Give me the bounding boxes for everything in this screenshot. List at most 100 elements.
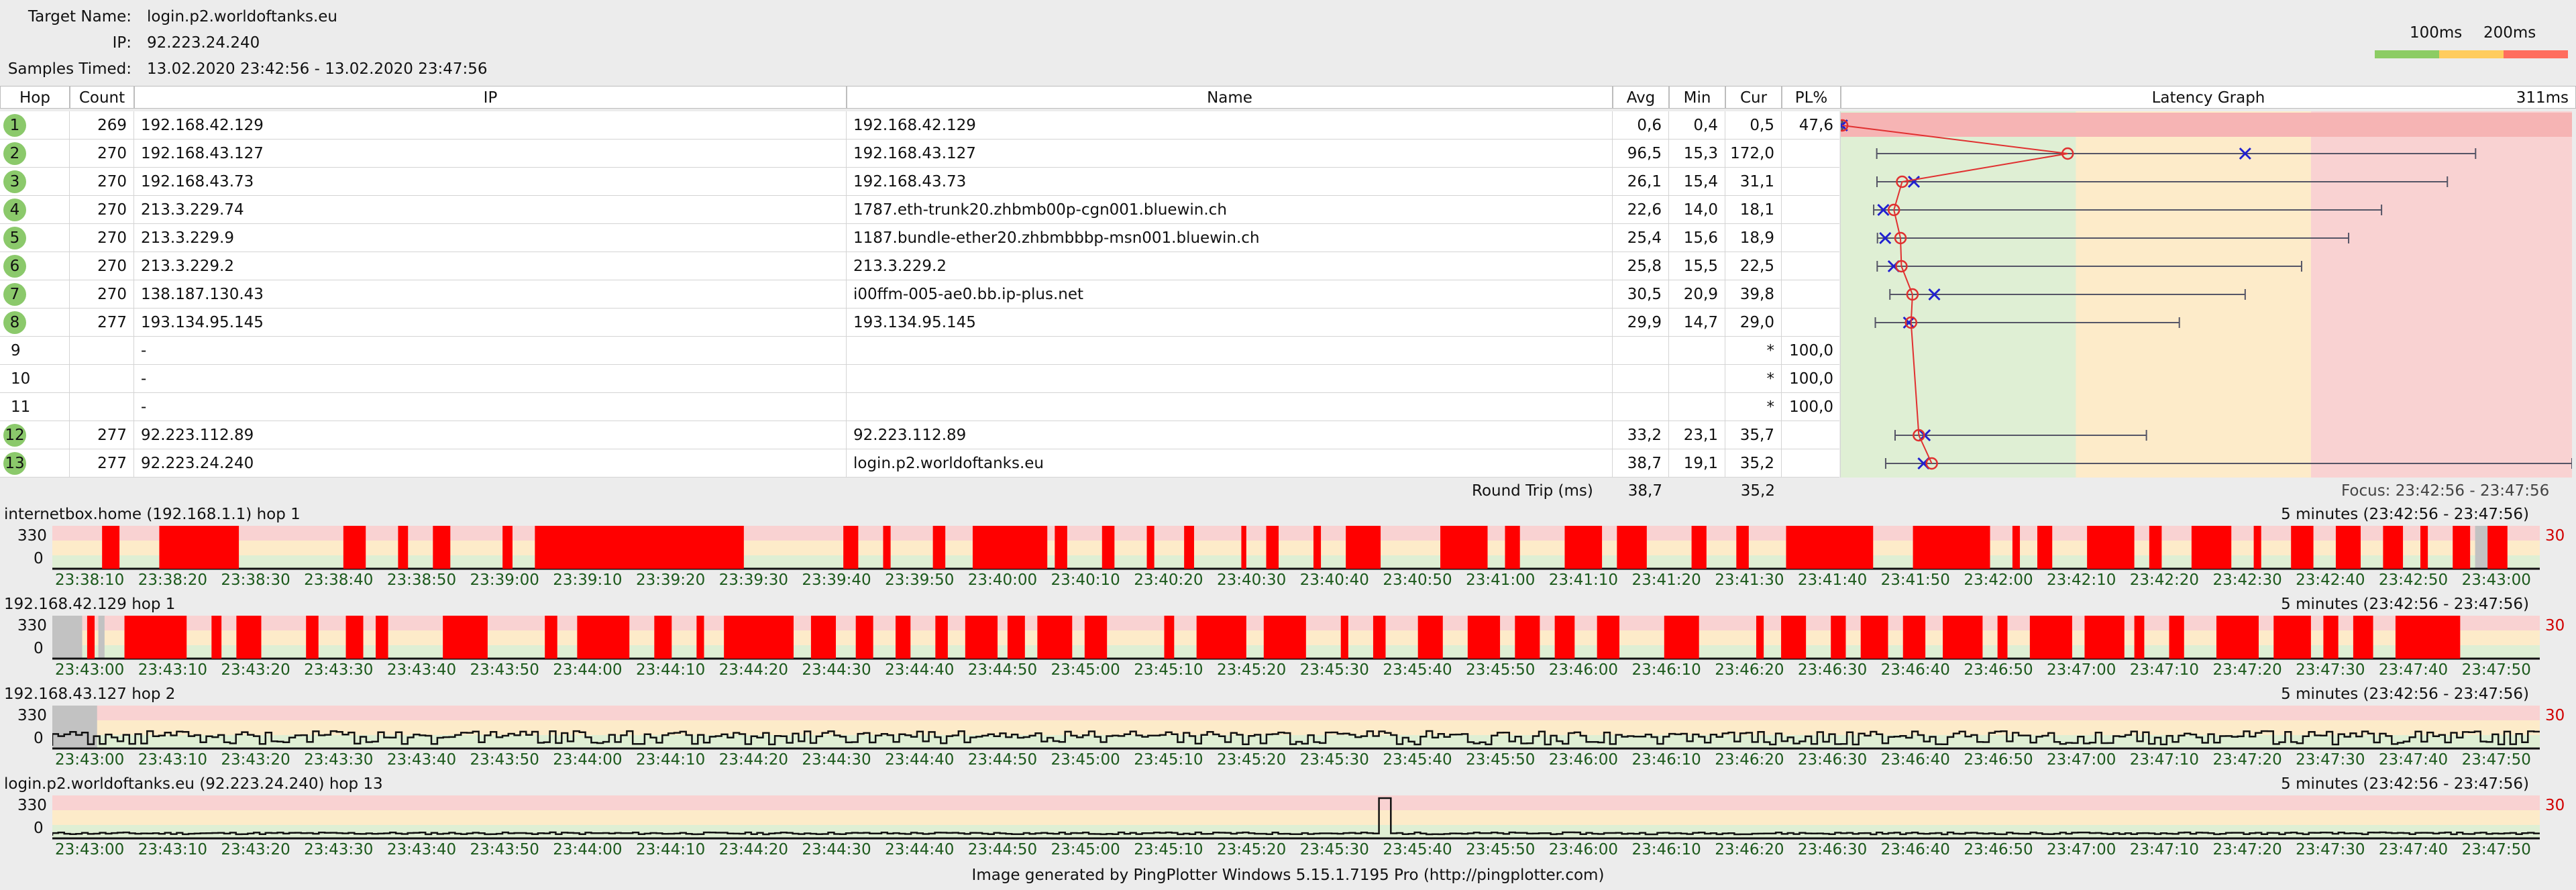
col-count[interactable]: Count (70, 86, 134, 109)
timeline-title: login.p2.worldoftanks.eu (92.223.24.240)… (4, 775, 383, 793)
band-yellow (52, 541, 2540, 555)
table-row[interactable]: 7 270 138.187.130.43 i00ffm-005-ae0.bb.ip-p… (0, 280, 1841, 309)
table-row[interactable]: 13 277 92.223.24.240 login.p2.worldoftanks.… (0, 449, 1841, 478)
time-tick-label: 23:44:50 (967, 661, 1038, 679)
hop-number: 1 (3, 114, 26, 137)
cell-min: 15,3 (1669, 140, 1725, 168)
table-row[interactable]: 2 270 192.168.43.127 192.168.43.127 96,5 15,3… (0, 140, 1841, 168)
packet-loss-bar (1164, 616, 1175, 659)
packet-loss-bar (2395, 616, 2461, 659)
cell-ip: 213.3.229.9 (134, 224, 847, 252)
packet-loss-bar (376, 616, 388, 659)
col-avg[interactable]: Avg (1613, 86, 1669, 109)
time-tick-label: 23:43:00 (55, 661, 125, 679)
col-name[interactable]: Name (847, 86, 1613, 109)
cell-name: 1787.eth-trunk20.zhbmb00p-cgn001.bluewin… (847, 196, 1613, 224)
timeline-title: internetbox.home (192.168.1.1) hop 1 (4, 506, 301, 523)
time-tick-label: 23:39:20 (635, 571, 706, 589)
focus-range[interactable]: Focus: 23:42:56 - 23:47:56 (2341, 482, 2550, 500)
band-yellow (52, 720, 2540, 735)
packet-loss-bar (345, 616, 364, 659)
time-tick-label: 23:44:20 (718, 661, 788, 679)
time-tick-label: 23:47:50 (2461, 751, 2531, 769)
time-tick-label: 23:45:00 (1051, 841, 1120, 858)
time-tick-label: 23:47:20 (2212, 661, 2282, 679)
cell-name (847, 365, 1613, 393)
hop-number: 8 (3, 311, 26, 334)
time-tick-label: 23:41:20 (1631, 571, 1701, 589)
time-tick-label: 23:42:00 (1964, 571, 2033, 589)
cell-hop: 12 (0, 421, 70, 449)
packet-loss-bar (2253, 526, 2261, 569)
time-tick-label: 23:46:50 (1964, 661, 2033, 679)
table-row[interactable]: 8 277 193.134.95.145 193.134.95.145 29,9 14,7… (0, 309, 1841, 337)
cell-pl (1782, 309, 1841, 337)
time-tick-label: 23:45:50 (1466, 841, 1536, 858)
timeline-graph (52, 616, 2540, 660)
time-tick-label: 23:45:30 (1299, 841, 1369, 858)
cell-ip: 92.223.24.240 (134, 449, 847, 478)
packet-loss-bar (306, 616, 319, 659)
packet-loss-bar (1564, 526, 1603, 569)
cur-marker (2239, 147, 2251, 160)
table-row[interactable]: 1 269 192.168.42.129 192.168.42.129 0,6 0,4 0,… (0, 111, 1841, 140)
band-red (52, 795, 2540, 810)
table-row[interactable]: 3 270 192.168.43.73 192.168.43.73 26,1 15,4 31… (0, 168, 1841, 196)
avg-marker (1896, 175, 1909, 188)
time-tick-label: 23:45:50 (1466, 751, 1536, 769)
cell-cur: 0,5 (1725, 111, 1782, 140)
time-tick-label: 23:44:00 (553, 751, 623, 769)
avg-line (1841, 125, 2068, 464)
hop-number: 11 (11, 398, 31, 416)
packet-loss-bar (1554, 616, 1575, 659)
avg-marker (2061, 147, 2074, 160)
graph-band-red (2310, 111, 2572, 478)
col-ip[interactable]: IP (134, 86, 847, 109)
time-tick-label: 23:41:00 (1466, 571, 1536, 589)
packet-loss-bar (1417, 616, 1443, 659)
table-row[interactable]: 4 270 213.3.229.74 1787.eth-trunk20.zhbmb00… (0, 196, 1841, 224)
cell-cur: 39,8 (1725, 280, 1782, 309)
col-cur[interactable]: Cur (1725, 86, 1782, 109)
timeline-range: 5 minutes (23:42:56 - 23:47:56) (2281, 596, 2529, 613)
timeline-panel[interactable]: login.p2.worldoftanks.eu (92.223.24.240)… (0, 774, 2576, 890)
table-row[interactable]: 11 - * 100,0 (0, 393, 1841, 421)
cell-count: 277 (70, 421, 134, 449)
band-green (52, 555, 2540, 569)
table-row[interactable]: 5 270 213.3.229.9 1187.bundle-ether20.zhbmb… (0, 224, 1841, 252)
col-min[interactable]: Min (1669, 86, 1725, 109)
table-row[interactable]: 6 270 213.3.229.2 213.3.229.2 25,8 15,5 22,5 (0, 252, 1841, 280)
cell-name (847, 337, 1613, 365)
graph-loss-row (1841, 113, 2572, 137)
timeline-range: 5 minutes (23:42:56 - 23:47:56) (2281, 685, 2529, 703)
time-tick-label: 23:43:00 (55, 751, 125, 769)
time-tick-label: 23:42:30 (2212, 571, 2282, 589)
footer-credit: Image generated by PingPlotter Windows 5… (971, 867, 1605, 884)
time-tick-label: 23:45:10 (1134, 661, 1203, 679)
table-row[interactable]: 10 - * 100,0 (0, 365, 1841, 393)
packet-loss-bar (883, 526, 891, 569)
avg-marker (1894, 231, 1907, 245)
col-pl[interactable]: PL% (1782, 86, 1841, 109)
table-row[interactable]: 12 277 92.223.112.89 92.223.112.89 33,2 23,1 3… (0, 421, 1841, 449)
time-tick-label: 23:42:40 (2296, 571, 2365, 589)
cell-pl (1782, 421, 1841, 449)
col-hop[interactable]: Hop (0, 86, 70, 109)
cell-hop: 4 (0, 196, 70, 224)
cell-count: 270 (70, 224, 134, 252)
y-axis-right: 30 (2545, 797, 2565, 814)
time-tick-label: 23:44:00 (553, 841, 623, 858)
cell-cur: 35,7 (1725, 421, 1782, 449)
table-row[interactable]: 9 - * 100,0 (0, 337, 1841, 365)
timeline-range: 5 minutes (23:42:56 - 23:47:56) (2281, 506, 2529, 523)
time-tick-label: 23:45:50 (1466, 661, 1536, 679)
legend-yellow-segment (2439, 50, 2504, 58)
time-tick-label: 23:46:50 (1964, 751, 2033, 769)
time-tick-label: 23:40:50 (1383, 571, 1452, 589)
time-tick-label: 23:44:50 (967, 841, 1038, 858)
y-axis-right: 30 (2545, 617, 2565, 634)
cell-avg: 29,9 (1613, 309, 1669, 337)
time-tick-label: 23:47:00 (2047, 661, 2116, 679)
col-latency-graph[interactable]: Latency Graph 311ms (1841, 86, 2576, 109)
time-tick-label: 23:44:30 (802, 661, 871, 679)
